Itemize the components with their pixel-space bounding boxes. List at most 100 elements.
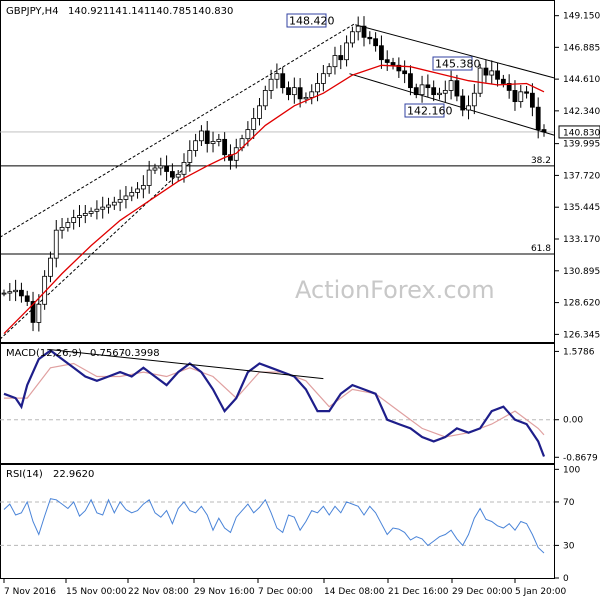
candle-body	[338, 55, 344, 61]
candle-body	[332, 55, 338, 68]
candle-body	[448, 80, 454, 91]
candle-body	[419, 84, 425, 96]
downtrend-channel-upper	[355, 24, 555, 79]
macd-panel-frame	[0, 343, 555, 464]
candle-body	[425, 84, 431, 89]
candle-body	[535, 106, 541, 130]
candle-body	[303, 97, 309, 100]
candle-body	[146, 169, 152, 186]
candle-body	[94, 208, 100, 212]
candle-body	[367, 36, 373, 40]
candle-body	[187, 150, 193, 163]
rsi-y-tick-label: 70	[563, 498, 575, 508]
last-price-tag-label: 140.830	[563, 128, 600, 138]
price-y-tick-label: 133.170	[563, 235, 600, 245]
candle-body	[280, 73, 286, 89]
candle-body	[106, 204, 111, 208]
price-header-low: 140.785	[150, 6, 191, 17]
x-tick-label: 7 Dec 00:00	[258, 587, 313, 597]
candle-body	[19, 289, 24, 297]
candle-body	[344, 42, 349, 61]
annotation-label: 148.420	[289, 15, 335, 28]
candle-body	[291, 87, 297, 96]
macd-header-main: 0.7567	[90, 348, 125, 359]
candle-body	[135, 188, 140, 193]
candle-body	[489, 70, 495, 76]
candle-body	[262, 90, 268, 107]
rsi-layer: 100 70 30 0	[0, 465, 580, 584]
candle-body	[413, 87, 419, 96]
candle-body	[373, 38, 379, 47]
price-layer: 149.150 146.885 144.610 142.340 139.995 137.7…	[0, 12, 600, 340]
macd-main-line	[3, 349, 546, 457]
candle-body	[349, 31, 355, 44]
candle-body	[30, 301, 36, 323]
price-y-tick-label: 126.345	[563, 330, 600, 340]
x-tick-label: 21 Dec 16:00	[388, 587, 449, 597]
annotation-box	[286, 13, 327, 28]
macd-divergence-line	[50, 349, 324, 380]
candle-body	[506, 83, 512, 91]
candle-body	[326, 66, 332, 75]
candle-body	[297, 87, 303, 100]
candle-body	[204, 130, 210, 144]
candle-body	[169, 171, 175, 178]
price-title: GBPJPY,H4	[6, 6, 59, 17]
candle-body	[48, 257, 53, 277]
candle-body	[518, 91, 524, 103]
uptrend-channel-lower	[0, 162, 191, 340]
candle-body	[529, 92, 535, 108]
price-header-close: 140.830	[192, 6, 233, 17]
rsi-line	[3, 498, 545, 554]
annotation-label: 142.160	[407, 105, 453, 118]
candle-body	[193, 140, 199, 151]
candle-body	[466, 105, 471, 111]
macd-header-signal: -0.3998	[121, 348, 160, 359]
price-y-tick-label: 137.720	[563, 171, 600, 181]
candle-body	[361, 25, 367, 38]
candle-body	[274, 73, 280, 80]
last-price-tag	[558, 125, 600, 139]
candle-body	[251, 117, 257, 130]
candle-body	[315, 83, 320, 93]
candle-body	[442, 90, 448, 94]
x-tick-label: 22 Nov 08:00	[128, 587, 189, 597]
candle-body	[53, 229, 59, 259]
candle-body	[123, 195, 129, 200]
annotation-box	[432, 56, 473, 71]
candle-body	[320, 73, 326, 84]
rsi-header-value: 22.9620	[53, 469, 94, 480]
candle-body	[210, 141, 216, 144]
uptrend-channel-dashed	[0, 22, 356, 238]
candle-body	[384, 59, 390, 63]
candle-body	[175, 173, 181, 178]
candle-body	[524, 91, 529, 94]
macd-title: MACD(12,26,9)	[6, 348, 82, 359]
macd-y-tick-label: 1.5786	[563, 347, 595, 357]
candle-body	[82, 213, 88, 216]
candle-body	[216, 138, 222, 142]
x-tick-label: 29 Nov 16:00	[194, 587, 255, 597]
candle-body	[181, 162, 187, 175]
candle-body	[65, 222, 71, 228]
x-axis: 7 Nov 2016 15 Nov 00:00 22 Nov 08:00 29 Nov…	[3, 578, 567, 597]
macd-layer: 1.5786 0.00 -0.8679	[0, 347, 598, 463]
fib-level-label: 38.2	[531, 156, 551, 166]
candle-body	[471, 92, 477, 107]
x-tick-label: 7 Nov 2016	[4, 587, 56, 597]
candle-body	[500, 78, 506, 84]
candle-body	[454, 80, 460, 97]
candle-body	[402, 70, 408, 75]
candle-body	[222, 138, 228, 156]
price-y-tick-label: 130.895	[563, 267, 600, 277]
candle-body	[268, 78, 274, 91]
candle-body	[477, 67, 483, 94]
candle-body	[164, 165, 169, 172]
candle-body	[460, 95, 466, 111]
price-y-tick-label: 135.445	[563, 203, 600, 213]
candle-body	[100, 206, 106, 210]
candle-body	[71, 217, 77, 223]
candle-body	[483, 67, 489, 76]
candle-body	[437, 92, 442, 96]
candle-body	[257, 105, 262, 119]
